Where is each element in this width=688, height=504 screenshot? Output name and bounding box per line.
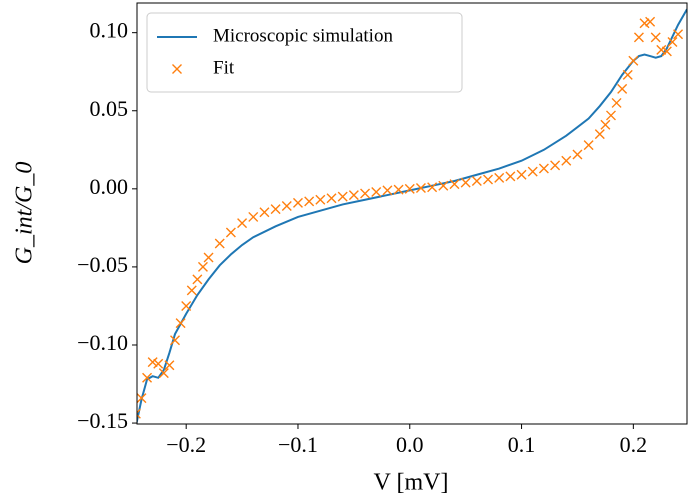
marker — [505, 171, 516, 182]
marker — [650, 32, 661, 43]
marker — [527, 166, 538, 177]
y-axis-label: G_int/G_0 — [12, 162, 38, 265]
marker — [237, 218, 248, 229]
y-tick-label: 0.10 — [90, 18, 129, 43]
marker — [633, 32, 644, 43]
marker — [611, 97, 622, 108]
marker — [538, 163, 549, 174]
marker — [137, 393, 147, 404]
y-tick-label: −0.10 — [77, 330, 128, 355]
marker — [561, 155, 572, 166]
marker — [628, 55, 639, 66]
y-tick-label: −0.05 — [77, 252, 128, 277]
marker — [550, 160, 561, 171]
marker — [639, 18, 650, 29]
x-tick-label: −0.2 — [166, 432, 206, 457]
marker — [393, 184, 404, 195]
x-tick-label: 0.0 — [396, 432, 424, 457]
marker — [192, 274, 203, 285]
marker — [315, 194, 326, 205]
legend-label: Microscopic simulation — [213, 25, 393, 46]
marker — [292, 197, 303, 208]
marker — [494, 172, 505, 183]
marker — [460, 177, 471, 188]
marker — [656, 44, 667, 55]
marker — [142, 372, 153, 383]
marker — [304, 196, 315, 207]
marker — [667, 37, 678, 48]
marker — [360, 188, 371, 199]
marker — [471, 176, 482, 187]
marker — [449, 179, 460, 190]
marker — [516, 169, 527, 180]
marker — [600, 119, 611, 130]
marker — [203, 252, 214, 263]
marker — [404, 183, 415, 194]
marker — [137, 408, 141, 419]
series-line — [137, 8, 687, 424]
marker — [186, 285, 197, 296]
plot-area — [137, 8, 687, 424]
marker — [605, 110, 616, 121]
marker — [181, 300, 192, 311]
marker — [326, 193, 337, 204]
marker — [572, 149, 583, 160]
marker — [438, 180, 449, 191]
marker — [348, 190, 359, 201]
marker — [337, 191, 348, 202]
marker — [164, 360, 175, 371]
marker — [673, 29, 684, 40]
marker — [281, 201, 292, 211]
marker — [147, 357, 158, 368]
x-tick-label: 0.2 — [620, 432, 648, 457]
marker — [371, 186, 382, 197]
x-axis-label: V [mV] — [374, 470, 449, 496]
marker — [622, 69, 633, 80]
y-tick-label: 0.05 — [90, 96, 129, 121]
marker — [583, 140, 594, 151]
marker — [248, 211, 259, 222]
marker — [225, 227, 236, 238]
marker — [483, 174, 494, 185]
marker — [645, 16, 656, 27]
marker — [158, 368, 169, 379]
plot-frame — [136, 2, 688, 425]
legend-box — [146, 12, 463, 93]
marker — [427, 182, 438, 193]
y-tick-label: 0.00 — [90, 174, 129, 199]
marker — [259, 207, 270, 218]
marker — [197, 261, 208, 272]
legend-label: Fit — [213, 57, 235, 78]
marker — [415, 183, 426, 194]
marker — [594, 129, 605, 140]
marker — [382, 185, 393, 196]
marker — [175, 318, 186, 329]
marker — [617, 83, 628, 94]
x-tick-label: 0.1 — [508, 432, 536, 457]
marker — [170, 335, 181, 346]
marker — [153, 358, 164, 369]
legend-marker — [172, 64, 182, 74]
marker — [661, 46, 672, 57]
x-tick-label: −0.1 — [278, 432, 318, 457]
y-tick-label: −0.15 — [77, 408, 128, 433]
marker — [270, 204, 281, 215]
marker — [214, 238, 225, 249]
